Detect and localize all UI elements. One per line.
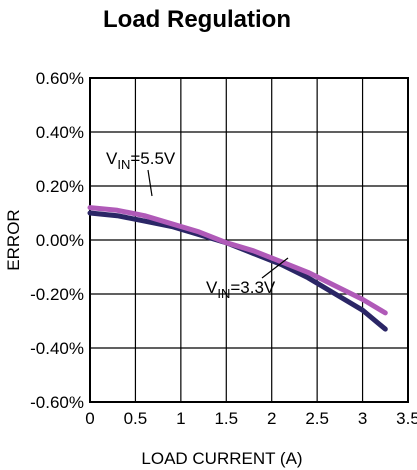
x-tick-label: 2 bbox=[267, 409, 276, 428]
y-tick-label: 0.00% bbox=[36, 231, 84, 250]
series-annotations: VIN=5.5V VIN=3.3V bbox=[106, 149, 289, 301]
annotation-vin-3-3v: VIN=3.3V bbox=[206, 278, 276, 301]
x-tick-label: 2.5 bbox=[305, 409, 329, 428]
y-tick-label: -0.20% bbox=[30, 285, 84, 304]
y-tick-label: -0.60% bbox=[30, 393, 84, 412]
grid bbox=[89, 77, 409, 403]
y-tick-labels: 0.60% 0.40% 0.20% 0.00% -0.20% -0.40% -0.60% bbox=[30, 69, 84, 412]
y-tick-label: 0.40% bbox=[36, 123, 84, 142]
series-lines bbox=[87, 205, 388, 332]
annotation-leader-line bbox=[147, 169, 153, 197]
x-tick-label: 1.5 bbox=[214, 409, 238, 428]
x-tick-labels: 0 0.5 1 1.5 2 2.5 3 3.5 bbox=[85, 409, 417, 428]
annotation-leader-line bbox=[261, 257, 289, 279]
x-tick-label: 0.5 bbox=[124, 409, 148, 428]
chart-title: Load Regulation bbox=[103, 6, 291, 33]
y-tick-label: -0.40% bbox=[30, 339, 84, 358]
x-tick-label: 0 bbox=[85, 409, 94, 428]
y-tick-label: 0.20% bbox=[36, 177, 84, 196]
y-axis-label: ERROR bbox=[4, 209, 23, 270]
x-tick-label: 3.5 bbox=[396, 409, 417, 428]
x-tick-label: 3 bbox=[358, 409, 367, 428]
plot-frame bbox=[89, 77, 409, 403]
x-axis-label: LOAD CURRENT (A) bbox=[141, 449, 302, 468]
annotation-vin-5-5v: VIN=5.5V bbox=[106, 149, 176, 172]
series-line-vin-5-5v bbox=[87, 205, 388, 316]
x-tick-label: 1 bbox=[176, 409, 185, 428]
series-line-vin-3-3v bbox=[87, 210, 388, 332]
y-tick-label: 0.60% bbox=[36, 69, 84, 88]
